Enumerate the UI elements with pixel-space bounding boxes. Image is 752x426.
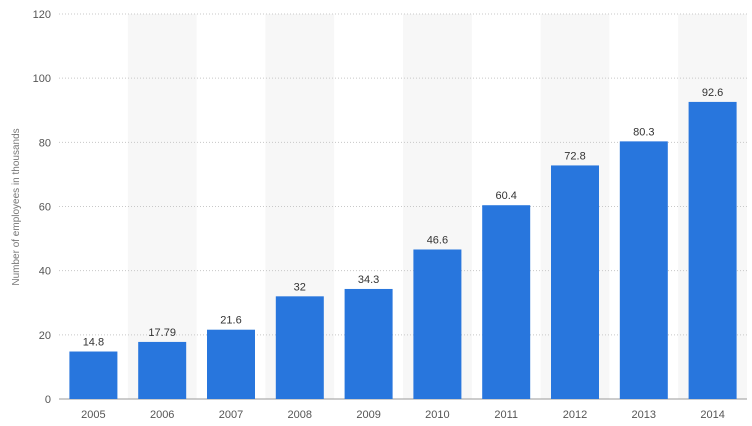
data-label-2007: 21.6 <box>220 315 241 327</box>
y-axis-ticks: 0 20 40 60 80 100 120 <box>33 9 51 406</box>
bar-2010 <box>413 249 462 399</box>
x-axis-ticks: 2005 2006 2007 2008 2009 2010 2011 2012 2013 2014 <box>81 409 725 421</box>
y-tick-label: 60 <box>39 202 51 214</box>
x-tick-label: 2011 <box>494 409 518 421</box>
bar-2007 <box>207 329 255 399</box>
bar-2008 <box>275 296 324 399</box>
data-label-2009: 34.3 <box>358 274 379 286</box>
data-labels: 14.8 17.79 21.6 32 34.3 46.6 60.4 72.8 80.3 92.6 <box>83 87 724 349</box>
y-axis-label: Number of employees in thousands <box>11 128 22 285</box>
bar-2013 <box>619 141 668 399</box>
x-tick-label: 2014 <box>700 409 724 421</box>
data-label-2008: 32 <box>294 281 306 293</box>
band <box>127 14 197 399</box>
data-label-2013: 80.3 <box>633 126 654 138</box>
y-tick-label: 120 <box>33 9 51 21</box>
x-tick-label: 2008 <box>288 409 312 421</box>
bar-2014 <box>688 101 737 400</box>
bar-2006 <box>138 341 187 399</box>
x-tick-label: 2012 <box>563 409 587 421</box>
data-label-2010: 46.6 <box>427 234 448 246</box>
y-tick-label: 20 <box>39 330 51 342</box>
x-tick-label: 2007 <box>219 409 243 421</box>
x-tick-label: 2005 <box>81 409 105 421</box>
x-tick-label: 2010 <box>425 409 449 421</box>
x-tick-label: 2009 <box>356 409 380 421</box>
data-label-2014: 92.6 <box>702 87 723 99</box>
y-tick-label: 40 <box>39 266 51 278</box>
bar-2011 <box>482 205 531 399</box>
bar-2009 <box>344 288 393 399</box>
data-label-2012: 72.8 <box>564 150 585 162</box>
x-tick-label: 2006 <box>150 409 174 421</box>
y-tick-label: 100 <box>33 73 51 85</box>
data-label-2005: 14.8 <box>83 337 104 349</box>
bars <box>69 101 737 400</box>
x-tick-label: 2013 <box>632 409 656 421</box>
y-tick-label: 80 <box>39 137 51 149</box>
bar-2012 <box>551 165 599 399</box>
y-tick-label: 0 <box>45 394 51 406</box>
bar-2005 <box>69 351 118 399</box>
data-label-2006: 17.79 <box>148 327 176 339</box>
data-label-2011: 60.4 <box>495 190 516 202</box>
